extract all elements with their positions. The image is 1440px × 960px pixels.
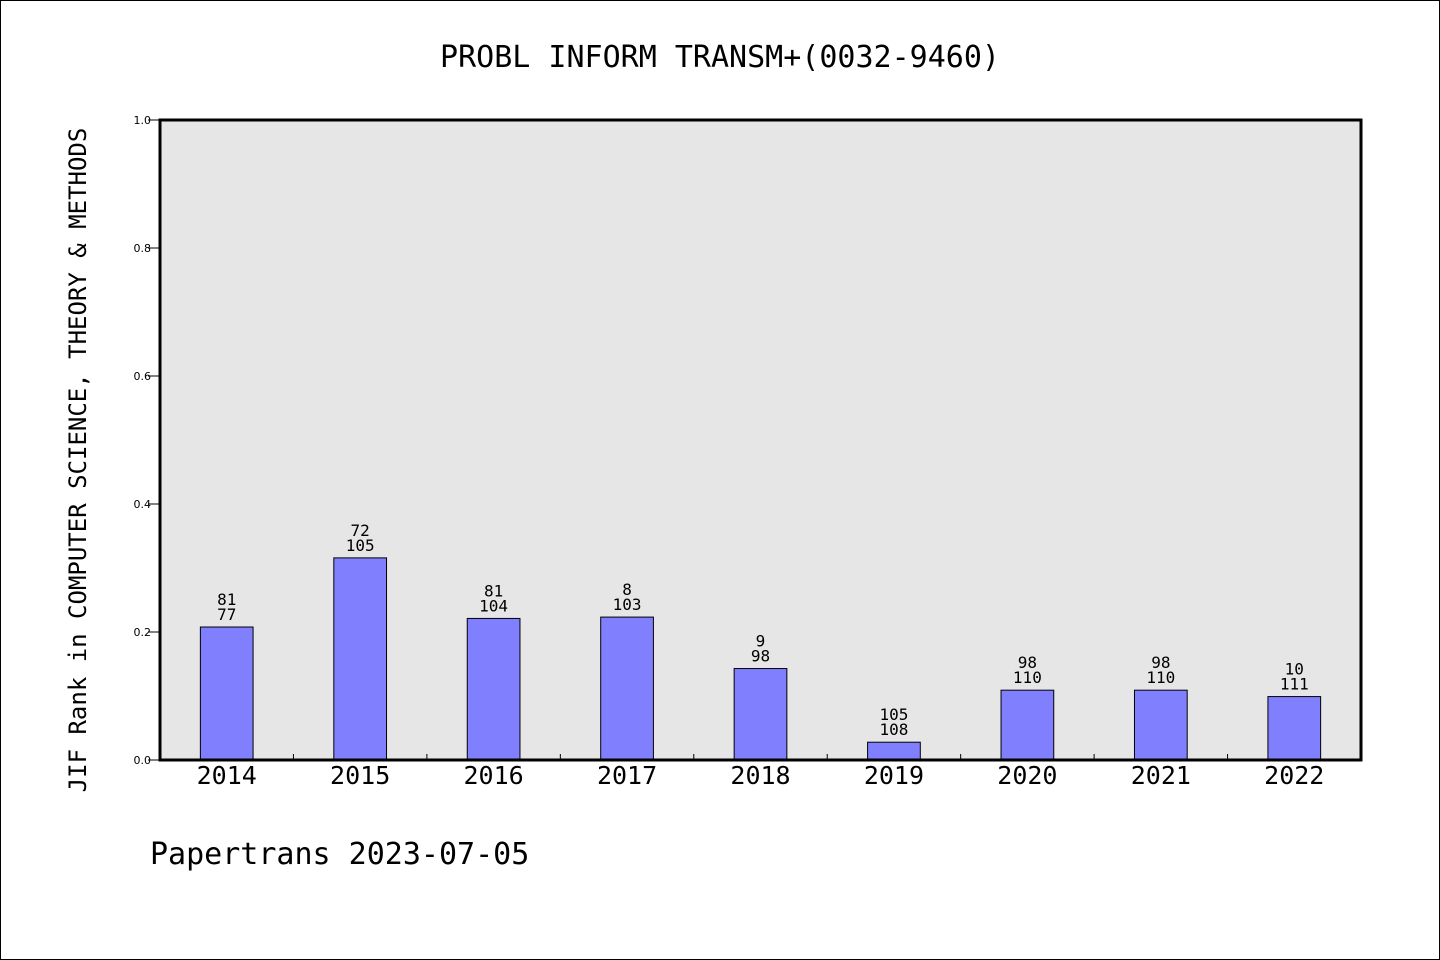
bar-2022 xyxy=(1267,696,1322,761)
bar-label-bottom: 111 xyxy=(1280,675,1309,694)
bar-2017 xyxy=(600,616,654,761)
x-tick-label: 2017 xyxy=(597,761,657,790)
y-tick-label: 0.4 xyxy=(134,498,152,511)
bar-2014 xyxy=(199,626,254,761)
bar-label-top: 72 xyxy=(351,521,370,540)
x-tick-label: 2021 xyxy=(1131,761,1191,790)
x-tick-label: 2022 xyxy=(1264,761,1324,790)
y-tick-label: 0.8 xyxy=(134,242,152,255)
y-tick-label: 0.0 xyxy=(134,754,152,767)
bar-label-bottom: 98 xyxy=(751,647,770,666)
bar-label-bottom: 77 xyxy=(217,605,236,624)
x-tick-label: 2014 xyxy=(197,761,257,790)
y-tick-label: 0.6 xyxy=(134,370,152,383)
bar-label-top: 105 xyxy=(879,705,908,724)
x-tick-label: 2015 xyxy=(330,761,390,790)
bar-label-top: 98 xyxy=(1151,653,1170,672)
bar-label-bottom: 104 xyxy=(479,596,508,615)
x-tick-label: 2018 xyxy=(730,761,790,790)
bar-2021 xyxy=(1133,689,1188,761)
bar-label-bottom: 103 xyxy=(613,595,642,614)
plot-border xyxy=(158,118,1363,762)
bar-label-bottom: 108 xyxy=(879,720,908,739)
bar-label-bottom: 105 xyxy=(346,536,375,555)
bar-label-top: 10 xyxy=(1285,660,1304,679)
bar-label-top: 8 xyxy=(622,580,632,599)
footer-credit: Papertrans 2023-07-05 xyxy=(150,837,529,872)
bars xyxy=(199,557,1322,761)
x-tick-label: 2020 xyxy=(997,761,1057,790)
bar-label-bottom: 110 xyxy=(1013,668,1042,687)
y-tick-label: 0.2 xyxy=(134,626,152,639)
bar-2019 xyxy=(867,741,921,761)
bar-2018 xyxy=(733,668,788,761)
bar-label-top: 9 xyxy=(756,632,766,651)
x-tick-label: 2019 xyxy=(864,761,924,790)
bar-label-top: 81 xyxy=(484,581,503,600)
bar-label-bottom: 110 xyxy=(1146,668,1175,687)
bar-label-top: 81 xyxy=(217,590,236,609)
x-axis-ticks: 2014 2015 2016 2017 2018 2019 2020 2021 2022 xyxy=(197,754,1324,790)
y-axis-ticks: 0.0 0.2 0.4 0.6 0.8 1.0 xyxy=(134,114,160,767)
x-tick-label: 2016 xyxy=(464,761,524,790)
y-axis-label: JIF Rank in COMPUTER SCIENCE, THEORY & M… xyxy=(64,128,92,793)
bar-label-top: 98 xyxy=(1018,653,1037,672)
bar-2020 xyxy=(1000,689,1055,761)
bar-2015 xyxy=(333,557,388,761)
bar-2016 xyxy=(466,617,521,761)
chart-title: PROBL INFORM TRANSM+(0032-9460) xyxy=(440,40,1000,75)
y-tick-label: 1.0 xyxy=(134,114,152,127)
